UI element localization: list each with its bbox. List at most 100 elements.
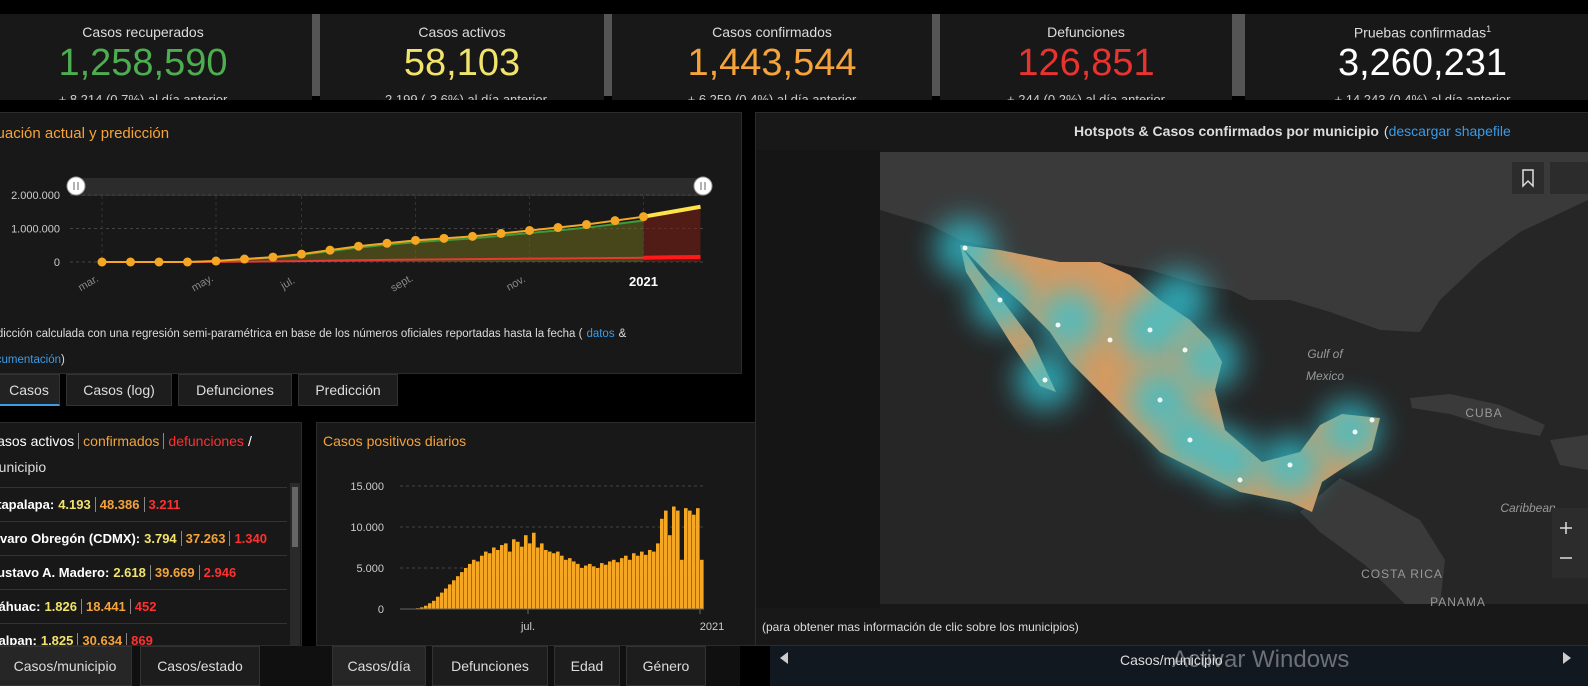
hotspot-dot [962, 245, 968, 251]
bar [496, 549, 500, 609]
chart-tab[interactable]: Predicción [298, 374, 398, 406]
list-row[interactable]: Álvaro Obregón (CDMX): 3.794 37.263 1.340 [0, 521, 287, 556]
chart-tab[interactable]: Casos [0, 374, 60, 406]
kpi-label: Casos confirmados [712, 24, 832, 40]
series-area [102, 220, 644, 262]
place-label: Gulf of [1307, 347, 1344, 361]
land-usa [880, 152, 1588, 332]
municipio-name: Tlalpan: [0, 633, 37, 646]
bar [660, 518, 664, 609]
hotspot-dot [1352, 429, 1358, 435]
slider-grip [73, 182, 79, 190]
bottom-tab[interactable]: Casos/municipio [0, 646, 132, 686]
kpi-change: + 6,259 (0.4%) al día anterior [687, 92, 857, 100]
deaths: 1.340 [229, 531, 267, 546]
data-point [468, 231, 477, 241]
bar [440, 592, 444, 609]
kpi-value: 1,443,544 [687, 42, 857, 84]
x-tick-label: mar. [76, 273, 101, 294]
bar [460, 572, 464, 609]
bar [668, 535, 672, 609]
map-sidebar [756, 150, 880, 608]
bar [428, 603, 432, 609]
scrollbar-thumb[interactable] [292, 487, 298, 547]
data-link[interactable]: datos [586, 328, 615, 340]
bar [464, 568, 468, 609]
kpi-value: 126,851 [1017, 42, 1155, 84]
x-tick-label: may. [190, 272, 216, 294]
bar [432, 600, 436, 609]
bar [476, 561, 480, 609]
bar [484, 551, 488, 609]
data-point [268, 252, 278, 262]
bookmark-button [1512, 162, 1544, 194]
bar [516, 541, 520, 609]
bookmark-icon [1522, 169, 1534, 188]
kpi-footnote-marker: 1 [1486, 24, 1492, 34]
bottom-tab[interactable]: Género [626, 646, 706, 686]
hotspot-glow [1180, 330, 1240, 390]
data-point [126, 257, 135, 267]
hotspot-dot [1182, 347, 1188, 353]
deaths: 3.211 [143, 497, 181, 512]
hotspot-glow [1150, 270, 1210, 330]
deaths: 2.946 [198, 565, 237, 580]
prev-arrow[interactable] [780, 652, 788, 664]
confirmed-cases: 30.634 [77, 633, 123, 645]
confirmed-cases: 37.263 [180, 531, 226, 546]
bar [684, 508, 688, 609]
data-point [211, 256, 221, 266]
bar [688, 510, 692, 609]
y-tick-label: 0 [378, 604, 384, 616]
bar [612, 559, 616, 609]
bottom-tab[interactable]: Casos/día [332, 646, 426, 686]
bar [624, 555, 628, 609]
bar [596, 568, 600, 609]
bar [584, 565, 588, 609]
hotspot-dot [1369, 417, 1375, 423]
bar [420, 607, 424, 609]
shapefile-link[interactable]: descargar shapefile [1388, 123, 1511, 139]
docs-link[interactable]: documentación [0, 354, 61, 366]
bar [504, 543, 508, 609]
series-line [102, 215, 644, 263]
bar [644, 554, 648, 609]
hotspot-dot [997, 297, 1003, 303]
hotspot-dot [1157, 397, 1163, 403]
bar [636, 555, 640, 609]
bar [572, 561, 576, 609]
bar [436, 596, 440, 609]
next-arrow[interactable] [1563, 652, 1571, 664]
header-part: Casos activos [0, 433, 75, 449]
hotspot-glow [1040, 290, 1100, 350]
note-amp: & [618, 328, 627, 340]
y-tick-label: 5.000 [356, 563, 384, 575]
confirmed-cases: 39.669 [149, 565, 195, 580]
bar [452, 580, 456, 609]
bottom-tab[interactable]: Casos/estado [140, 646, 260, 686]
confirmed-cases: 18.441 [81, 599, 126, 614]
bar [512, 539, 516, 609]
bar [568, 558, 572, 609]
note-text: Predicción calculada con una regresión s… [0, 328, 583, 340]
bottom-tab[interactable]: Defunciones [432, 646, 548, 686]
y-tick-label: 15.000 [350, 481, 384, 493]
chart-tab[interactable]: Casos (log) [66, 374, 172, 406]
land-central-america [1300, 478, 1445, 604]
kpi-label: Casos activos [418, 24, 506, 40]
bottom-tab[interactable]: Edad [554, 646, 620, 686]
data-point [553, 223, 563, 233]
bar [620, 558, 624, 609]
header-part: confirmados [78, 433, 160, 449]
kpi-value: 3,260,231 [1337, 42, 1508, 84]
chart-tab[interactable]: Defunciones [178, 374, 292, 406]
place-label: CUBA [1465, 406, 1502, 420]
municipio-panel: Casos activosconfirmadosdefunciones/muni… [0, 422, 302, 646]
data-point [240, 254, 249, 264]
layers-button [1550, 162, 1588, 194]
bar [528, 543, 532, 609]
